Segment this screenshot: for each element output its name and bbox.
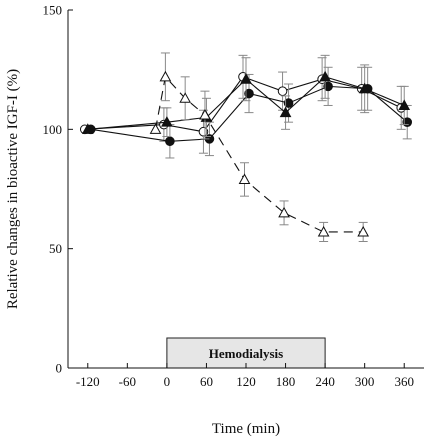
axes: 0 50 100 150 -120 -60 0 60 120 180 240 300 360 xyxy=(43,3,424,389)
data-point xyxy=(317,225,330,237)
x-tick-label: 120 xyxy=(236,374,256,389)
data-point xyxy=(165,136,175,147)
series-line xyxy=(87,76,405,130)
x-axis-label: Time (min) xyxy=(212,421,280,437)
y-tick-label: 150 xyxy=(43,3,63,18)
x-tick-label: 360 xyxy=(394,374,414,389)
data-point xyxy=(357,225,370,237)
series-layer xyxy=(79,52,413,243)
data-point xyxy=(244,88,254,99)
x-tick-label: 240 xyxy=(315,374,335,389)
series-line xyxy=(154,75,364,233)
data-point xyxy=(283,98,294,108)
data-point xyxy=(81,123,94,134)
x-tick-label: 0 xyxy=(164,374,171,389)
data-point xyxy=(149,123,162,134)
data-point xyxy=(199,108,211,120)
series-open-triangle xyxy=(149,52,370,243)
x-tick-label: 180 xyxy=(276,374,296,389)
data-point xyxy=(240,73,252,84)
data-point xyxy=(358,82,371,94)
data-point xyxy=(278,206,290,218)
series-open-circle xyxy=(79,54,407,154)
y-tick-label: 50 xyxy=(49,241,62,256)
data-point xyxy=(159,70,172,82)
data-point xyxy=(279,106,292,118)
data-point xyxy=(323,81,333,92)
x-tick-label: 60 xyxy=(200,374,213,389)
data-point xyxy=(179,92,192,103)
y-axis-label: Relative changes in bioactive IGF-I (%) xyxy=(5,69,21,309)
text-layer: Time (min) Relative changes in bioactive… xyxy=(5,69,283,437)
data-point xyxy=(238,173,251,184)
data-point xyxy=(161,116,173,127)
x-tick-label: -120 xyxy=(76,374,100,389)
data-point xyxy=(398,99,411,110)
y-tick-label: 0 xyxy=(56,361,63,376)
x-tick-label: 300 xyxy=(355,374,375,389)
data-point xyxy=(319,70,331,82)
y-tick-label: 100 xyxy=(43,122,63,137)
data-point xyxy=(277,86,288,96)
series-filled-triangle xyxy=(81,54,411,137)
band-label: Hemodialysis xyxy=(209,346,283,361)
x-tick-label: -60 xyxy=(119,374,136,389)
